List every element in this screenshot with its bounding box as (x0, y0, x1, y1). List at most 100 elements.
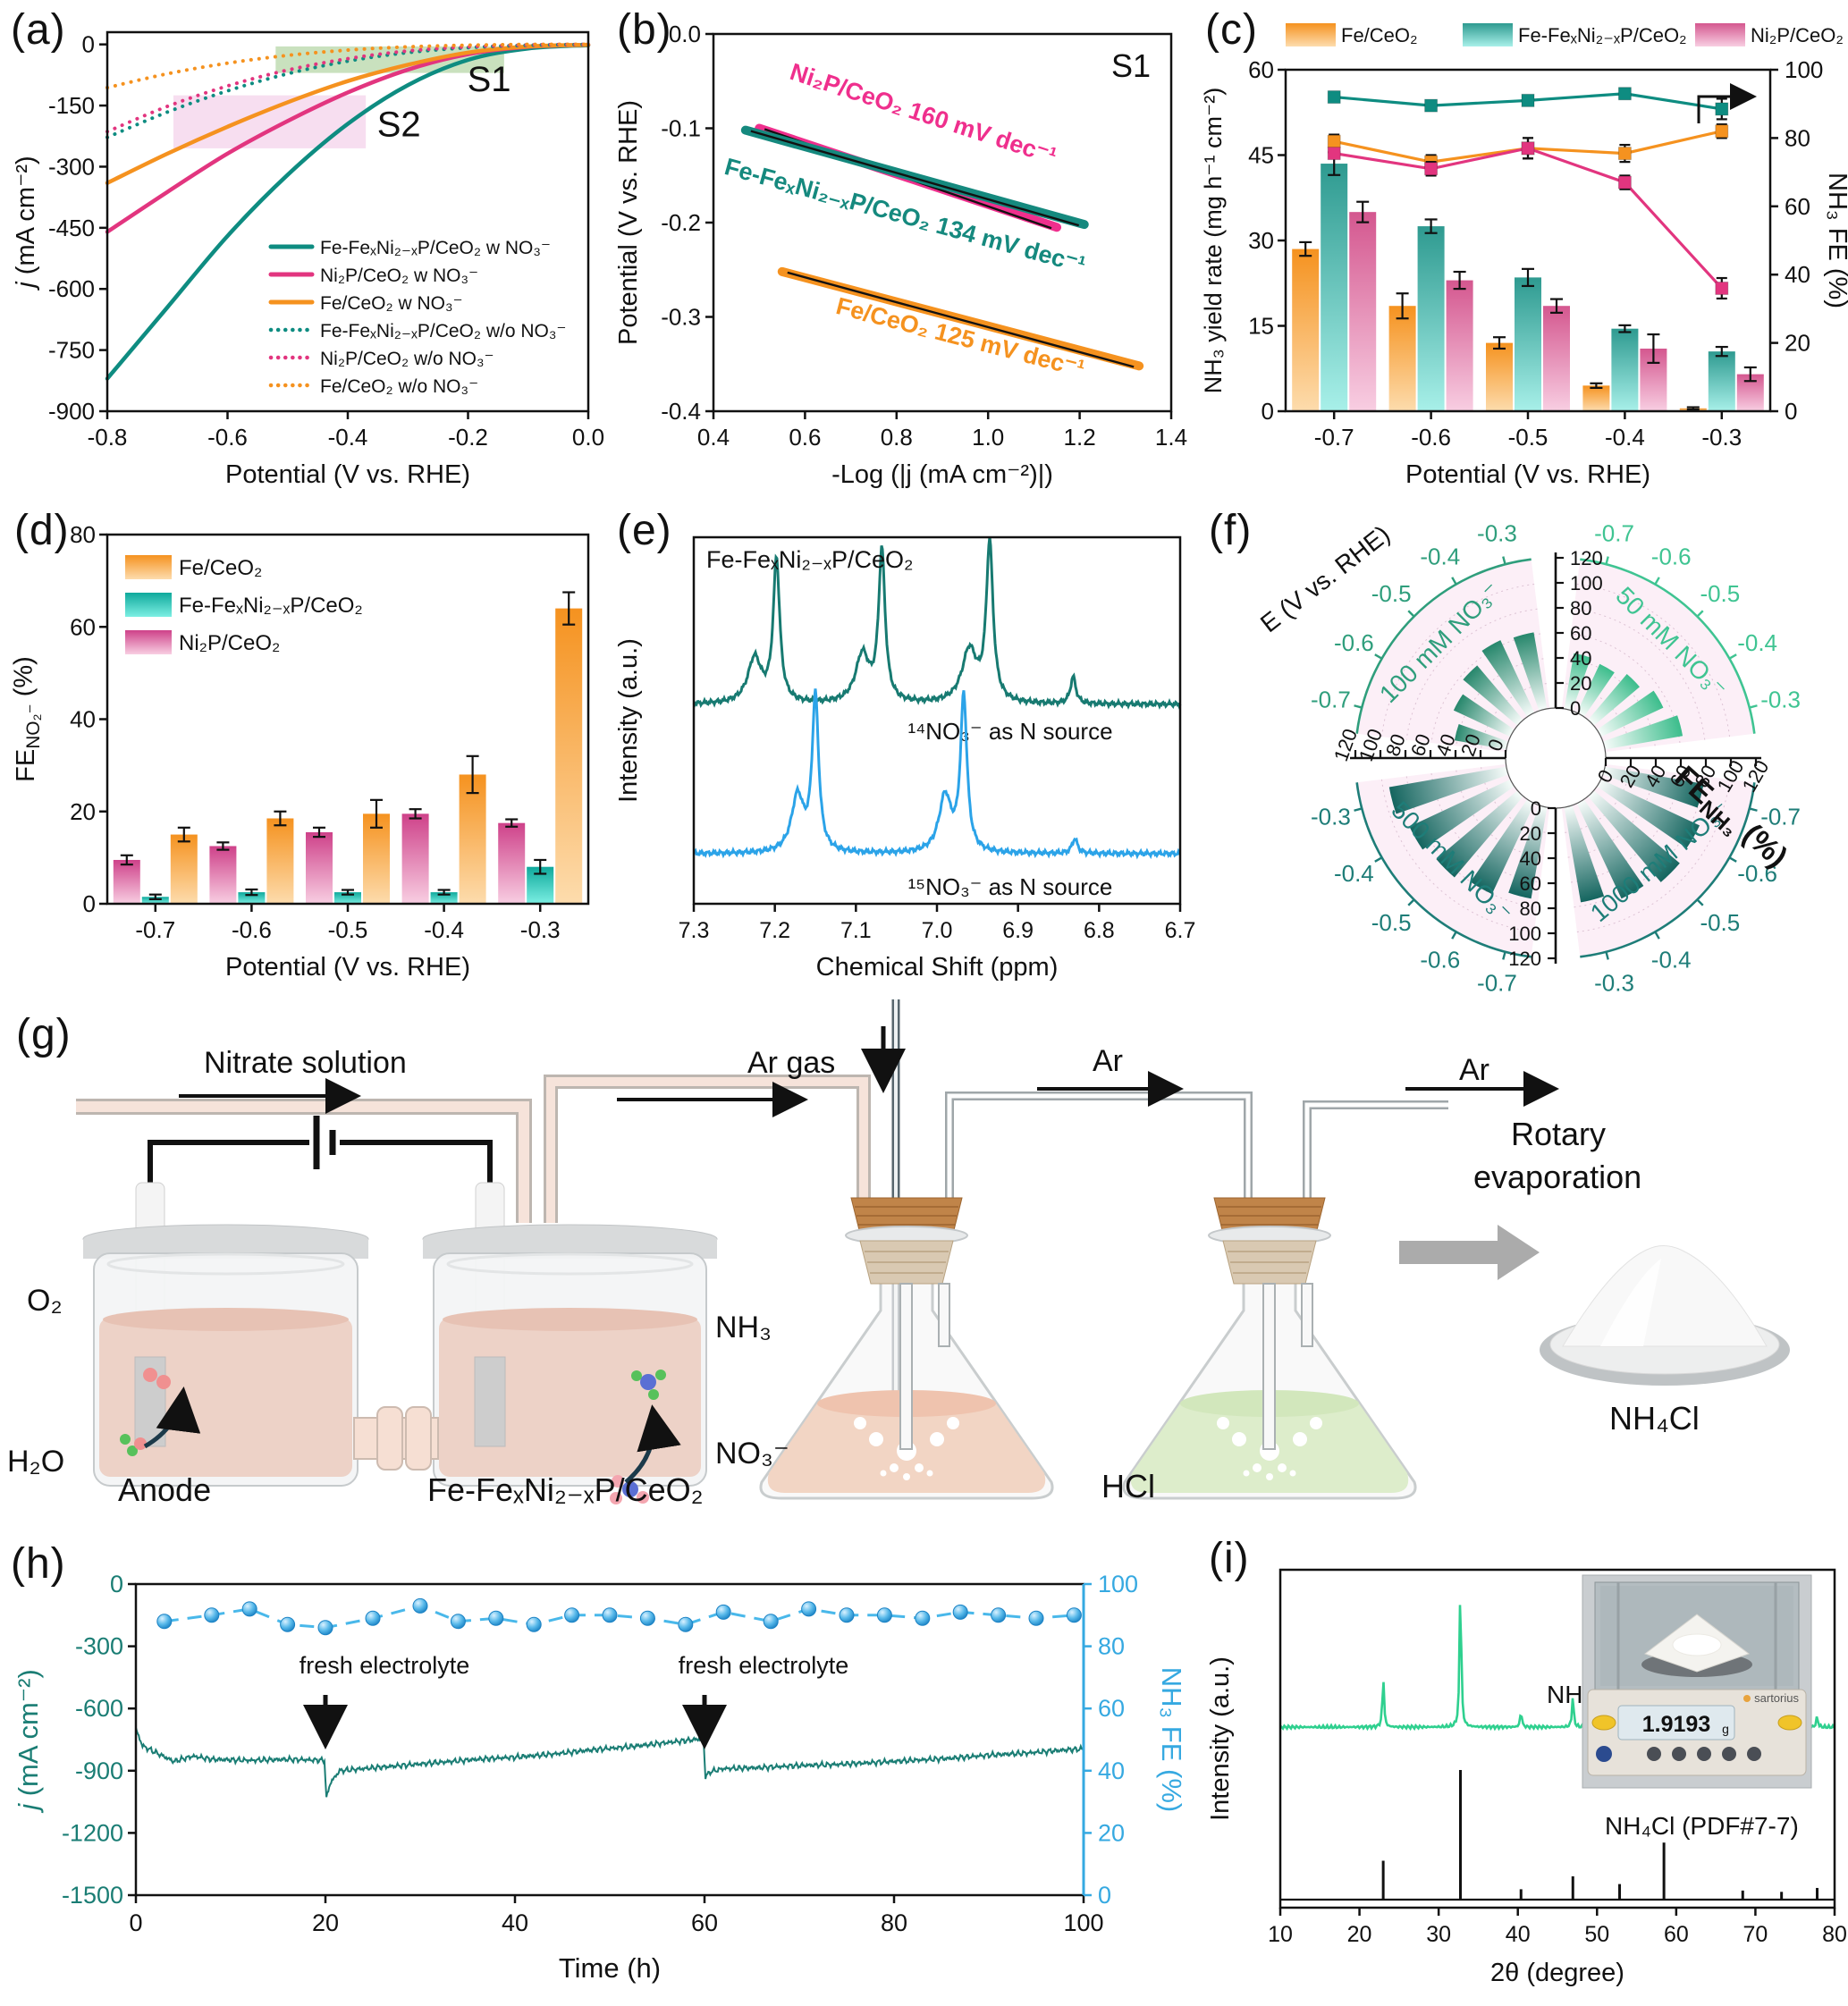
svg-text:-450: -450 (48, 215, 95, 241)
svg-text:-900: -900 (75, 1757, 123, 1784)
c-bar-Fe/CeO₂--0.5 (1486, 342, 1513, 411)
d-bar-Fe-FeₓNi₂₋ₓP/CeO₂--0.7 (141, 897, 169, 904)
c-legend-swatch-1 (1463, 23, 1513, 46)
c-bar-Ni₂P/CeO₂--0.7 (1349, 212, 1377, 411)
c-xlabel: Potential (V vs. RHE) (1405, 460, 1650, 489)
h-fe-marker (412, 1597, 428, 1614)
panel-i-xrd-chart: NH₄Cl NH₄Cl (PDF#7-7) 10 20 30 40 50 60 70 80 2θ (… (1198, 1520, 1848, 2006)
nmr-trace-1 (693, 688, 1181, 860)
a-ylabel: j (mA cm⁻²) (12, 156, 40, 291)
h-fe-marker (915, 1610, 931, 1626)
svg-text:0.6: 0.6 (789, 424, 821, 451)
svg-text:60: 60 (1664, 1922, 1689, 1947)
svg-text:-0.3: -0.3 (520, 916, 561, 943)
svg-text:60: 60 (1098, 1695, 1125, 1722)
h-current-trace (135, 1727, 1084, 1798)
svg-text:60: 60 (691, 1909, 718, 1936)
svg-text:60: 60 (1570, 622, 1591, 645)
svg-text:0: 0 (1785, 398, 1797, 425)
f-e-label-BL--0.5: -0.5 (1371, 909, 1412, 936)
svg-text:-1200: -1200 (62, 1819, 123, 1846)
svg-text:100: 100 (1508, 923, 1541, 945)
electrode-plate (474, 1356, 506, 1447)
c-bar-Fe-FeₓNi₂₋ₓP/CeO₂--0.6 (1417, 226, 1445, 411)
svg-text:-150: -150 (48, 92, 95, 119)
f-e-label-TL--0.4: -0.4 (1420, 543, 1460, 569)
svg-text:7.2: 7.2 (759, 918, 790, 943)
svg-text:70: 70 (1743, 1922, 1768, 1947)
a-legend-item-5: Fe/CeO₂ w/o NO₃⁻ (320, 376, 478, 397)
svg-text:-0.5: -0.5 (1508, 424, 1548, 451)
panel-c-yield-fe-chart: -0.7 -0.6 -0.5 -0.4 -0.3 0 15 30 45 60 0 20 40 60 80 10… (1198, 7, 1848, 503)
d-bar-Fe-FeₓNi₂₋ₓP/CeO₂--0.4 (430, 892, 458, 904)
panel-a-lsv-chart: S1 S2 -0.8 -0.6 -0.4 -0.2 0.0 0 -150 -300 -450 -600… (7, 7, 608, 503)
c-bar-Fe-FeₓNi₂₋ₓP/CeO₂--0.5 (1515, 277, 1541, 411)
h-fe-marker (715, 1604, 731, 1620)
svg-text:-0.3: -0.3 (1701, 424, 1742, 451)
h-fe-marker (317, 1620, 333, 1636)
svg-text:-0.5: -0.5 (328, 916, 368, 943)
h-xlabel: Time (h) (559, 1952, 661, 1984)
molecule-dot (655, 1370, 666, 1380)
svg-text:-1500: -1500 (62, 1882, 123, 1909)
nitrate-solution-label: Nitrate solution (204, 1046, 407, 1080)
nh4cl-product-label: NH₄Cl (1609, 1400, 1700, 1437)
c-legend-swatch-2 (1695, 23, 1745, 46)
c-bar-Fe-FeₓNi₂₋ₓP/CeO₂--0.4 (1611, 328, 1639, 411)
f-bar-BL--0.6 (1470, 799, 1535, 895)
panel-h-label: (h) (11, 1540, 66, 1588)
f-e-label-BR--0.3: -0.3 (1594, 970, 1634, 997)
no3-label: NO₃⁻ (715, 1437, 789, 1471)
f-bar-TR--0.5 (1588, 674, 1640, 726)
svg-text:120: 120 (1570, 547, 1603, 569)
svg-text:-0.7: -0.7 (135, 916, 175, 943)
f-bar-TL--0.5 (1463, 665, 1523, 726)
molecule-dot (120, 1434, 131, 1445)
svg-text:15: 15 (1248, 313, 1274, 340)
e-xlabel: Chemical Shift (ppm) (816, 953, 1059, 982)
svg-text:30: 30 (1248, 227, 1274, 254)
h-fe-marker (156, 1614, 173, 1630)
panel-b-tafel-chart: Ni₂P/CeO₂ 160 mV dec⁻¹ Fe-FeₓNi₂₋ₓP/CeO₂ … (608, 7, 1198, 503)
h-fe-marker (952, 1604, 968, 1620)
molecule-dot (648, 1389, 659, 1400)
lsv-curve-5 (105, 42, 590, 90)
c-legend-label-1: Fe-FeₓNi₂₋ₓP/CeO₂ (1518, 24, 1687, 46)
f-center-hole (1505, 707, 1607, 809)
svg-text:-900: -900 (48, 398, 95, 425)
h-ylabel-left: j (mA cm⁻²) (13, 1669, 44, 1814)
c-bar-Fe-FeₓNi₂₋ₓP/CeO₂--0.3 (1708, 351, 1735, 411)
svg-text:0: 0 (1098, 1882, 1111, 1909)
b-ylabel: Potential (V vs. RHE) (614, 100, 643, 345)
svg-text:-0.4: -0.4 (424, 916, 464, 943)
svg-text:60: 60 (70, 613, 96, 640)
c-legend-label-2: Ni₂P/CeO₂ (1751, 24, 1844, 46)
svg-text:-300: -300 (75, 1633, 123, 1660)
svg-text:-0.3: -0.3 (661, 304, 701, 331)
h-fe-marker (450, 1614, 466, 1630)
nmr-trace-0 (692, 536, 1182, 711)
xrd-label-1: NH₄Cl (PDF#7-7) (1605, 1812, 1799, 1840)
f-e-label-TR--0.7: -0.7 (1594, 519, 1634, 546)
svg-text:20: 20 (312, 1909, 339, 1936)
c-bar-Fe/CeO₂--0.4 (1582, 385, 1610, 411)
a-legend-item-0: Fe-FeₓNi₂₋ₓP/CeO₂ w NO₃⁻ (320, 238, 551, 258)
svg-text:-0.7: -0.7 (1314, 424, 1354, 451)
balance-brand: sartorius (1754, 1691, 1799, 1705)
h-ylabel-right: NH₃ FE (%) (1156, 1667, 1187, 1812)
svg-text:-0.8: -0.8 (88, 424, 128, 451)
f-e-label-TL--0.5: -0.5 (1371, 580, 1412, 607)
o2-label: O₂ (27, 1284, 63, 1318)
h-fe-marker (564, 1607, 580, 1623)
svg-text:0: 0 (1531, 797, 1541, 820)
f-e-label-TR--0.5: -0.5 (1700, 580, 1740, 607)
svg-text:30: 30 (1426, 1922, 1451, 1947)
f-arc-TL (1355, 558, 1532, 734)
anode-label: Anode (118, 1471, 212, 1508)
d-bar-Fe/CeO₂--0.7 (170, 834, 198, 904)
molecule-dot (640, 1374, 656, 1390)
f-e-axis-label: E (V vs. RHE) (1255, 520, 1395, 638)
lsv-curve-0 (105, 43, 591, 381)
f-e-label-BL--0.6: -0.6 (1420, 947, 1460, 974)
